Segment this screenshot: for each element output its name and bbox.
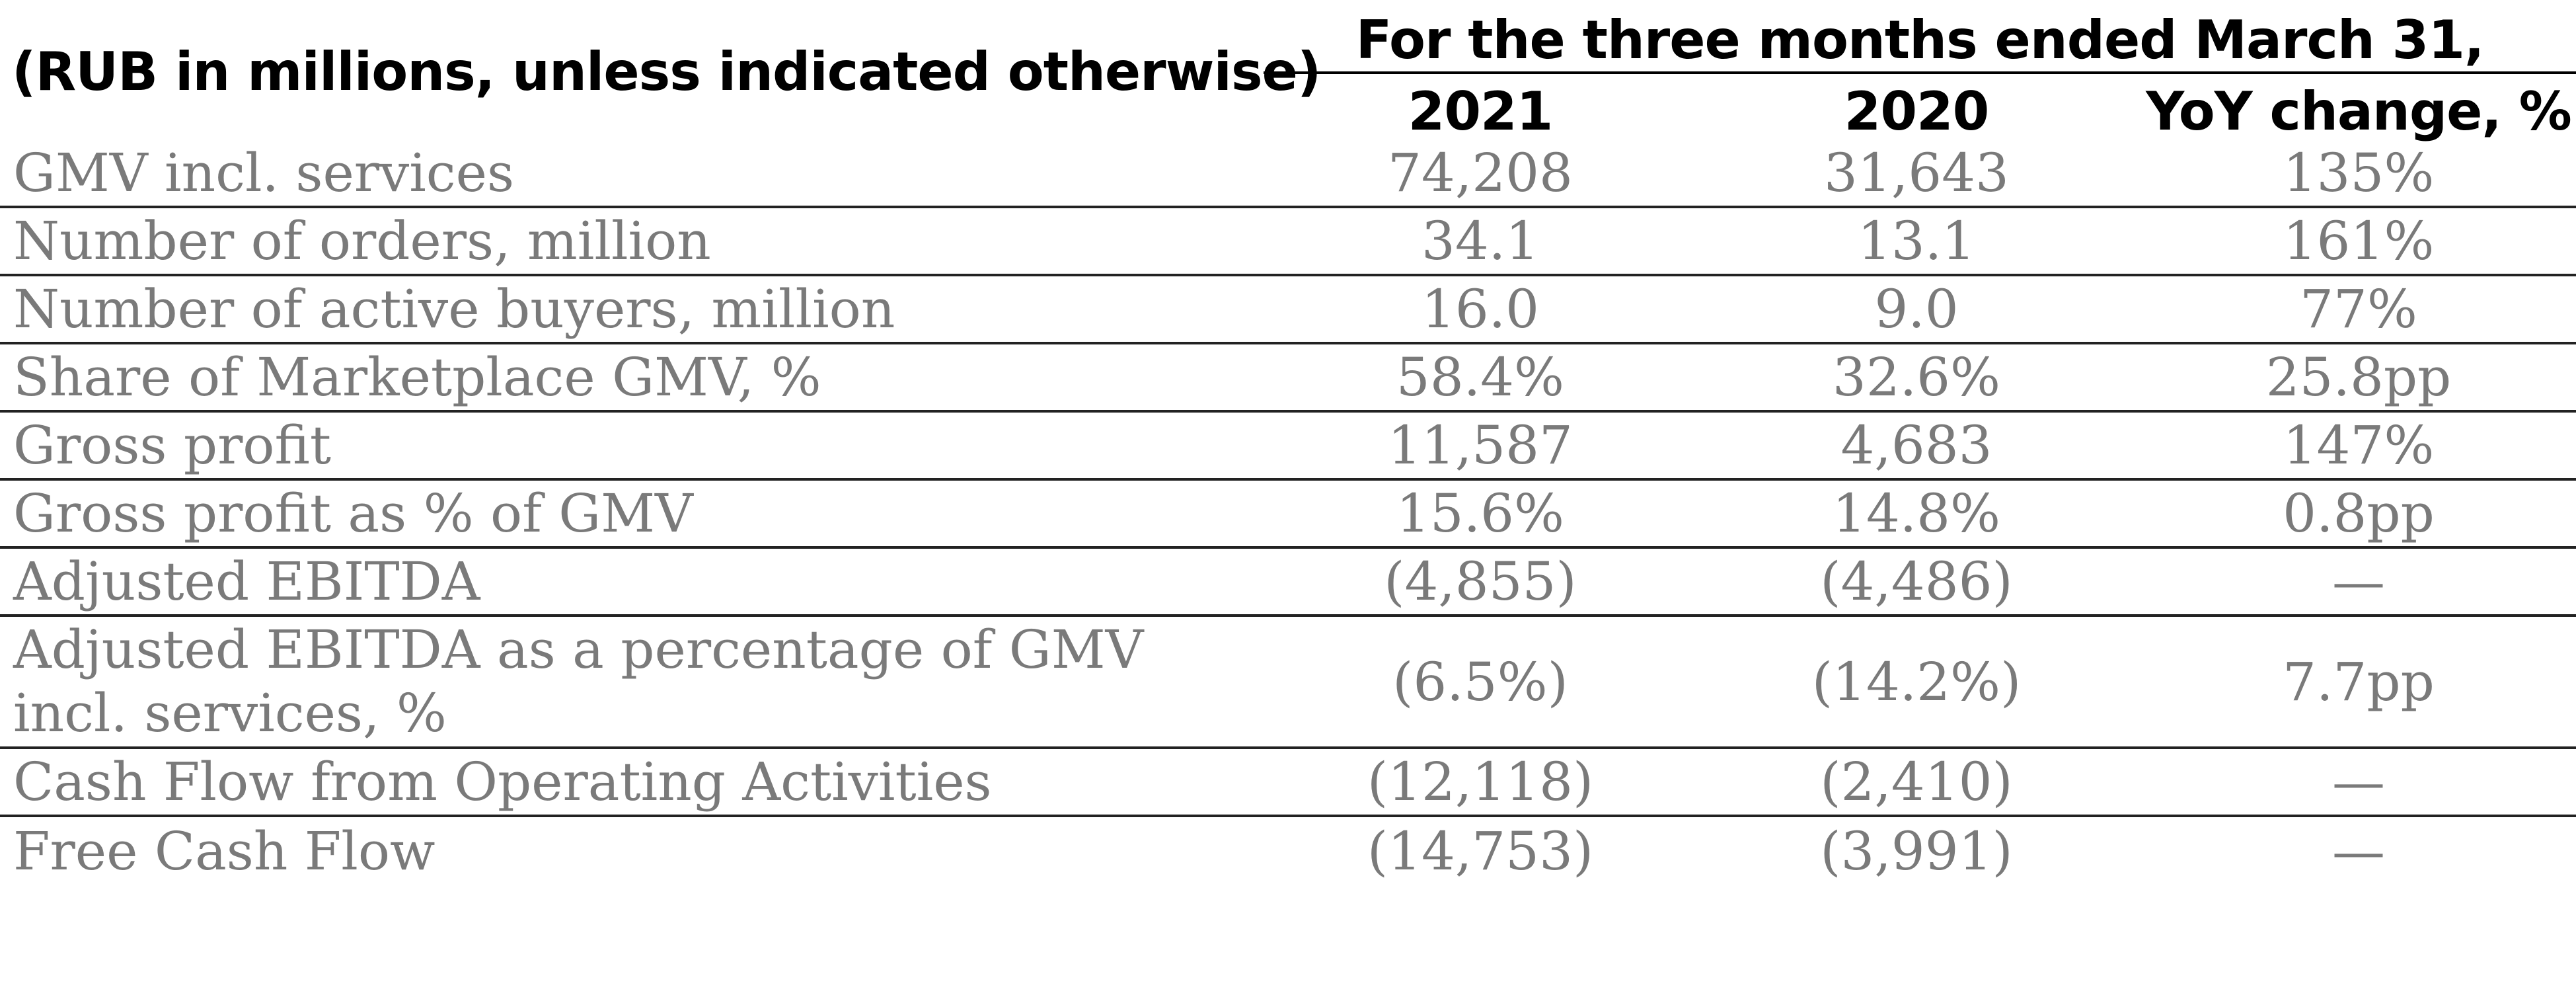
column-header-2020: 2020	[1844, 81, 1990, 142]
value-2020: (2,410)	[1820, 751, 2013, 813]
column-header-2021: 2021	[1408, 81, 1554, 142]
value-yoy: 7.7pp	[2283, 651, 2435, 713]
row-label: Cash Flow from Operating Activities	[13, 750, 992, 813]
value-yoy: 77%	[2300, 278, 2417, 340]
value-2020: 4,683	[1840, 415, 1992, 476]
period-rule	[1264, 71, 2576, 74]
table-row: Adjusted EBITDA (4,855) (4,486) —	[0, 549, 2576, 617]
table-row: Number of active buyers, million 16.0 9.…	[0, 276, 2576, 344]
value-2020: (14.2%)	[1811, 651, 2022, 713]
value-yoy: 161%	[2283, 210, 2435, 272]
value-2020: 9.0	[1874, 278, 1959, 340]
table-row: Share of Marketplace GMV, % 58.4% 32.6% …	[0, 344, 2576, 413]
value-yoy: 0.8pp	[2283, 483, 2435, 544]
value-2020: 14.8%	[1832, 483, 2001, 544]
value-2021: 15.6%	[1396, 483, 1565, 544]
value-2021: 16.0	[1421, 278, 1540, 340]
value-2021: 74,208	[1388, 142, 1573, 204]
row-label: Share of Marketplace GMV, %	[13, 346, 821, 408]
value-yoy: —	[2332, 820, 2385, 882]
table-row: Adjusted EBITDA as a percentage of GMV i…	[0, 617, 2576, 749]
value-yoy: 147%	[2283, 415, 2435, 476]
financial-table: GMV incl. services 74,208 31,643 135% Nu…	[0, 140, 2576, 885]
value-2020: (3,991)	[1820, 820, 2013, 882]
value-yoy: 135%	[2283, 142, 2435, 204]
row-label: GMV incl. services	[13, 141, 515, 204]
row-label: Number of active buyers, million	[13, 278, 895, 340]
table-row: GMV incl. services 74,208 31,643 135%	[0, 140, 2576, 208]
value-2020: (4,486)	[1820, 551, 2013, 612]
row-label: Adjusted EBITDA	[13, 550, 480, 612]
value-2021: (12,118)	[1367, 751, 1594, 813]
period-header: For the three months ended March 31,	[1355, 9, 2485, 71]
table-row: Gross profit as % of GMV 15.6% 14.8% 0.8…	[0, 481, 2576, 549]
value-yoy: —	[2332, 751, 2385, 813]
row-label: Free Cash Flow	[13, 820, 436, 882]
row-label: Adjusted EBITDA as a percentage of GMV i…	[13, 619, 1144, 744]
value-2021: 11,587	[1388, 415, 1573, 476]
value-2021: (6.5%)	[1392, 651, 1568, 713]
value-2020: 13.1	[1857, 210, 1976, 272]
row-label: Gross profit as % of GMV	[13, 482, 693, 544]
value-2020: 31,643	[1824, 142, 2009, 204]
table-row: Free Cash Flow (14,753) (3,991) —	[0, 817, 2576, 885]
value-yoy: 25.8pp	[2265, 346, 2452, 408]
table-row: Gross profit 11,587 4,683 147%	[0, 413, 2576, 481]
row-label: Number of orders, million	[13, 210, 711, 272]
value-2021: 58.4%	[1396, 346, 1565, 408]
column-header-yoy-change: YoY change, %	[2146, 81, 2572, 142]
units-note: (RUB in millions, unless indicated other…	[12, 41, 1321, 102]
row-label: Gross profit	[13, 414, 331, 476]
value-2020: 32.6%	[1832, 346, 2001, 408]
value-2021: 34.1	[1421, 210, 1540, 272]
value-yoy: —	[2332, 551, 2385, 612]
table-row: Cash Flow from Operating Activities (12,…	[0, 749, 2576, 817]
table-row: Number of orders, million 34.1 13.1 161%	[0, 208, 2576, 276]
value-2021: (14,753)	[1367, 820, 1594, 882]
value-2021: (4,855)	[1384, 551, 1577, 612]
